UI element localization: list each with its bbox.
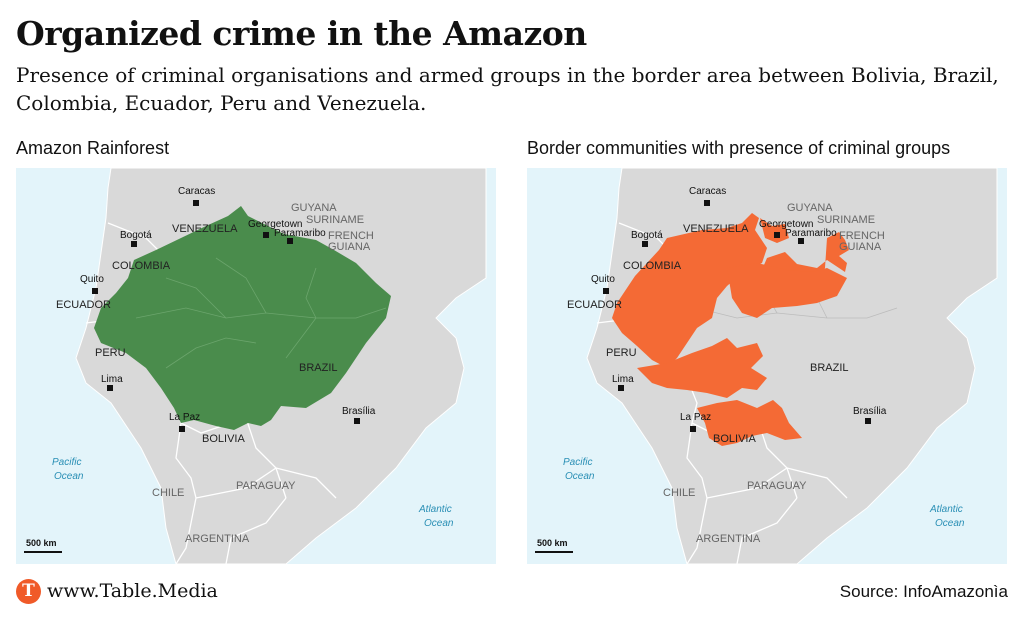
georgetown-label: Georgetown [248,219,302,230]
chile-label: CHILE [663,487,695,499]
la-paz-marker [690,426,696,432]
city-markers [92,200,360,432]
pacific-label: Pacific [563,457,592,468]
south-presence-area [697,400,802,446]
lima-marker [107,385,113,391]
guiana-label: GUIANA [839,241,882,253]
table-media-logo: T [16,579,41,604]
city-markers [603,200,871,432]
paramaribo-label: Paramaribo [785,228,837,239]
atlantic-label: Atlantic [418,504,452,515]
atlantic-label: Atlantic [929,504,963,515]
lima-label: Lima [612,374,634,385]
colombia-label: COLOMBIA [112,260,171,272]
page-subtitle: Presence of criminal organisations and a… [16,63,999,115]
bogota-marker [131,241,137,247]
lima-label: Lima [101,374,123,385]
caracas-marker [193,200,199,206]
guyana-label: GUYANA [291,202,337,214]
rivers [135,257,387,369]
brasilia-marker [354,418,360,424]
georgetown-marker [774,232,780,238]
bogota-label: Bogotá [120,230,152,241]
scale-bar: 500 km [535,538,573,553]
bolivia-label: BOLIVIA [713,433,756,445]
peru-label: PERU [95,347,126,359]
bogota-label: Bogotá [631,230,663,241]
map-amazon-rainforest: Caracas Bogotá Quito Lima La Paz Georget… [16,168,496,564]
quito-marker [603,288,609,294]
atlantic-ocean-label: Ocean [935,518,965,529]
brasilia-marker [865,418,871,424]
northeast-presence-area [760,218,789,243]
paramaribo-marker [287,238,293,244]
venezuela-label: VENEZUELA [172,223,238,235]
caracas-marker [704,200,710,206]
footer-source: Source: InfoAmazonìa [839,582,1008,601]
brasilia-label: Brasília [853,406,887,417]
pacific-ocean-label: Ocean [565,471,595,482]
ecuador-label: ECUADOR [56,299,111,311]
suriname-label: SURINAME [817,214,875,226]
east-presence-area [727,263,847,318]
footer-url[interactable]: www.Table.Media [47,580,218,602]
brazil-label: BRAZIL [299,362,338,374]
french-label: FRENCH [328,230,374,242]
suriname-label: SURINAME [306,214,364,226]
quito-label: Quito [591,274,615,285]
paramaribo-label: Paramaribo [274,228,326,239]
scale-bar: 500 km [24,538,62,553]
quito-marker [92,288,98,294]
panel-title-rainforest: Amazon Rainforest [16,138,170,158]
central-presence-area [637,338,767,398]
map-criminal-groups: Caracas Bogotá Quito Lima La Paz Georget… [527,168,1007,564]
argentina-label: ARGENTINA [185,533,250,545]
guyana-label: GUYANA [787,202,833,214]
paraguay-label: PARAGUAY [747,480,807,492]
la-paz-label: La Paz [680,412,711,423]
georgetown-label: Georgetown [759,219,813,230]
bogota-marker [642,241,648,247]
french-label: FRENCH [839,230,885,242]
argentina-label: ARGENTINA [696,533,761,545]
atlantic-ocean-label: Ocean [424,518,454,529]
la-paz-marker [179,426,185,432]
caracas-label: Caracas [689,186,726,197]
georgetown-marker [263,232,269,238]
criminal-presence-areas [612,213,849,446]
brasilia-label: Brasília [342,406,376,417]
page-title: Organized crime in the Amazon [16,14,587,53]
paraguay-label: PARAGUAY [236,480,296,492]
pacific-ocean-label: Ocean [54,471,84,482]
peru-label: PERU [606,347,637,359]
northwest-presence-area [612,213,767,368]
paramaribo-marker [798,238,804,244]
lima-marker [618,385,624,391]
guiana-label: GUIANA [328,241,371,253]
guiana-presence-area [755,232,849,303]
scale-label: 500 km [537,538,568,548]
brazil-label: BRAZIL [810,362,849,374]
amazon-rainforest-area [94,206,391,430]
panel-title-criminal-groups: Border communities with presence of crim… [527,138,951,158]
colombia-label: COLOMBIA [623,260,682,272]
quito-label: Quito [80,274,104,285]
scale-label: 500 km [26,538,57,548]
bolivia-label: BOLIVIA [202,433,245,445]
venezuela-label: VENEZUELA [683,223,749,235]
pacific-label: Pacific [52,457,81,468]
la-paz-label: La Paz [169,412,200,423]
caracas-label: Caracas [178,186,215,197]
chile-label: CHILE [152,487,184,499]
ecuador-label: ECUADOR [567,299,622,311]
